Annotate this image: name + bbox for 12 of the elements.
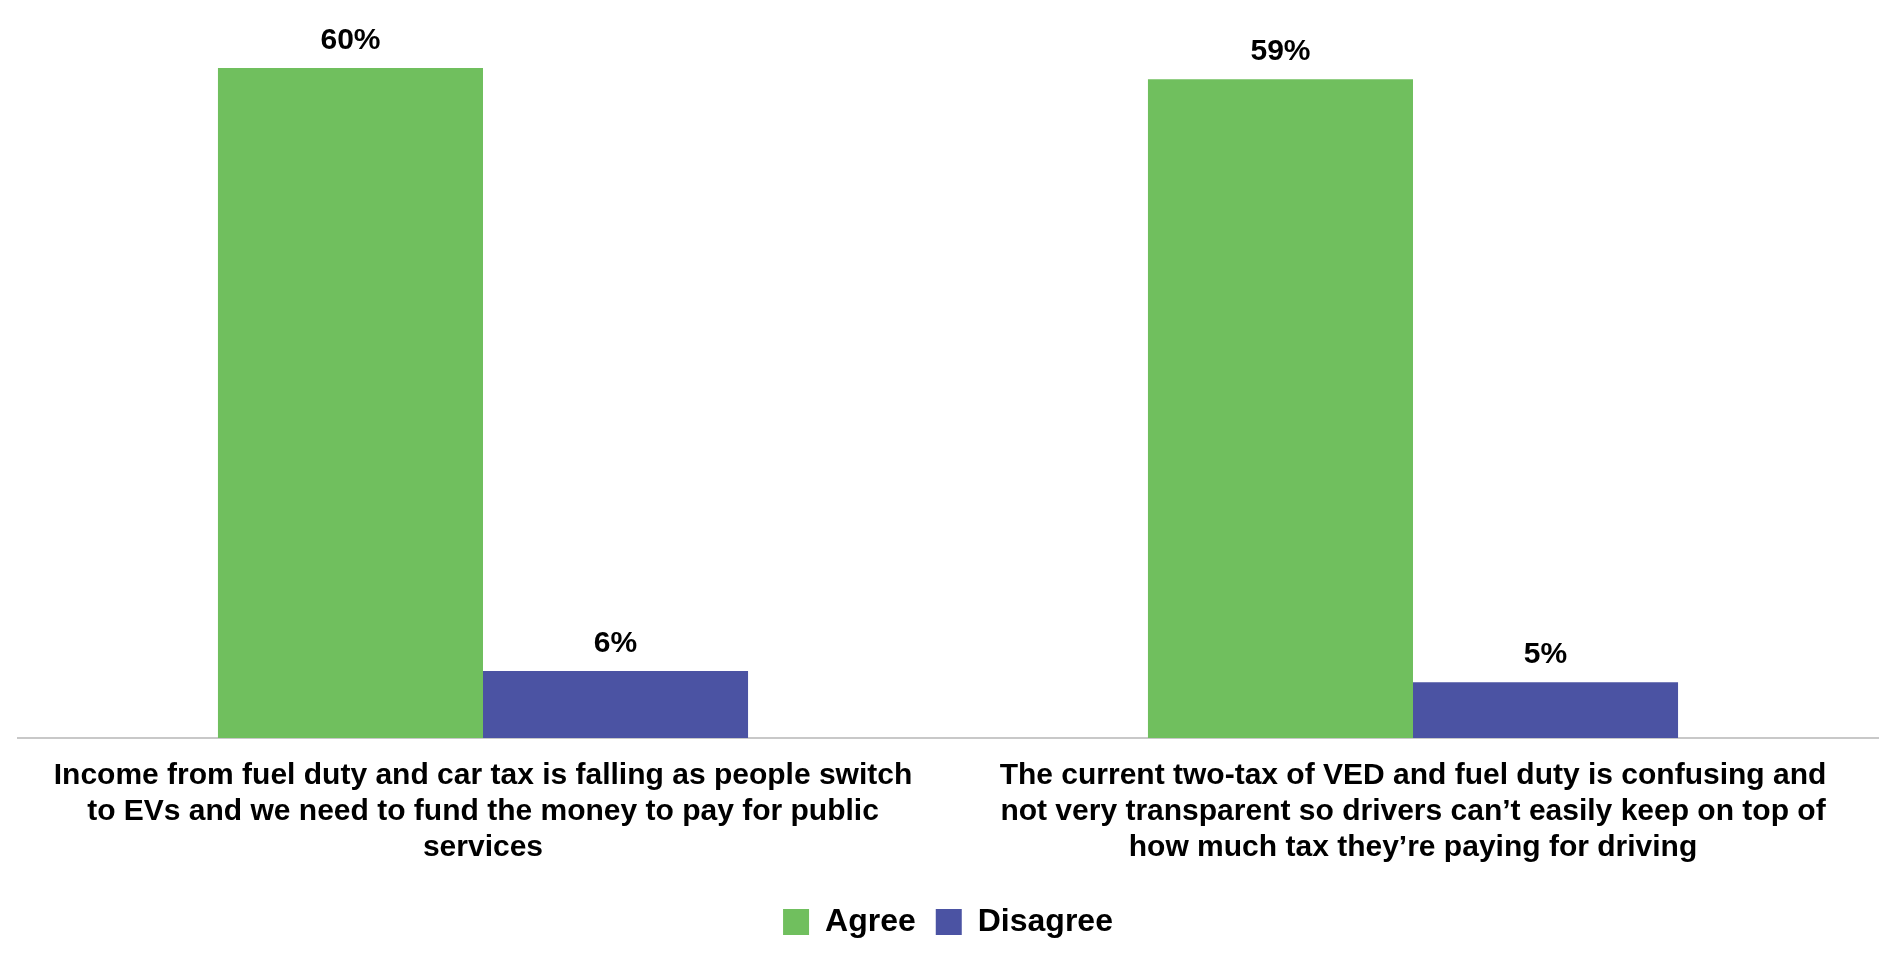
legend-label: Disagree	[977, 901, 1113, 938]
bar	[1413, 682, 1679, 738]
x-tick-label: Income from fuel duty and car tax is falling as people switch to EVs and we need to fund the money to pay for public services	[53, 757, 913, 863]
data-label: 59%	[1250, 33, 1311, 67]
data-label: 60%	[320, 22, 381, 56]
bar	[483, 671, 749, 738]
data-label: 6%	[593, 625, 638, 659]
data-label: 5%	[1523, 636, 1568, 670]
x-tick-label: The current two-tax of VED and fuel duty is confusing and not very transparent so drivers can’t easily keep on top of how much tax they’re paying for driving	[999, 757, 1827, 863]
bar	[217, 68, 483, 738]
legend-label: Agree	[825, 901, 916, 938]
bar	[1147, 79, 1413, 738]
